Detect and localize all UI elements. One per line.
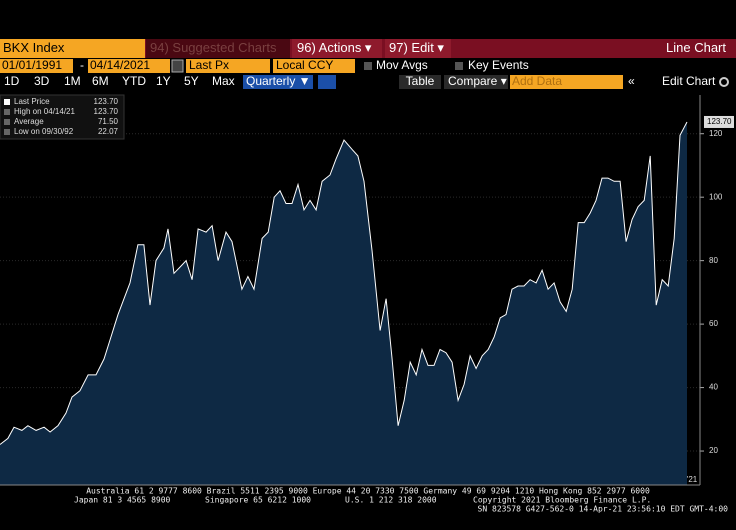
end-date-box[interactable] [88, 59, 170, 73]
suggested-button[interactable] [146, 39, 290, 58]
legend-swatch [4, 109, 10, 115]
legend-value: 123.70 [94, 107, 119, 116]
footer-line3: SN 823578 G427-562-0 14-Apr-21 23:56:10 … [478, 505, 729, 514]
chart-style-icon[interactable] [318, 75, 336, 89]
legend-label: Last Price [14, 97, 50, 106]
y-tick-label: 80 [709, 256, 718, 265]
compare[interactable]: Compare ▾ [448, 74, 507, 88]
table-button[interactable] [399, 75, 441, 89]
ticker[interactable]: BKX Index [3, 40, 65, 55]
currency[interactable]: Local CCY [276, 58, 333, 72]
period-button[interactable]: 1Y [156, 74, 171, 88]
x-tick-label: '21 [687, 475, 698, 484]
actions-button[interactable] [292, 39, 382, 58]
edit[interactable]: 97) Edit ▾ [389, 40, 444, 55]
start-date-box[interactable] [0, 59, 73, 73]
chart-kind: Line Chart [666, 40, 726, 55]
compare-button[interactable] [444, 75, 508, 89]
table[interactable]: Table [406, 74, 435, 88]
legend-swatch [4, 99, 10, 105]
period-buttons: 1D 3D 1M 6M YTD 1Y 5Y Max [4, 74, 235, 88]
plot: 20406080100120'93'94'95'96'97'98'99'00'0… [0, 95, 734, 486]
actions[interactable]: 96) Actions ▾ [297, 40, 372, 55]
legend-label: High on 04/14/21 [14, 107, 75, 116]
y-tick-label: 20 [709, 446, 718, 455]
last-price-tag [704, 115, 734, 128]
y-tick-label: 100 [709, 192, 723, 201]
field-box[interactable] [186, 59, 270, 73]
area [0, 122, 688, 485]
period-button[interactable]: YTD [122, 74, 146, 88]
suggested[interactable]: 94) Suggested Charts [150, 40, 277, 55]
footer-us: U.S. 1 212 318 2000 [345, 496, 437, 505]
footer-copyright: Copyright 2021 Bloomberg Finance L.P. [473, 496, 651, 505]
period-button[interactable]: 6M [92, 74, 109, 88]
legend: Last Price 123.70 High on 04/14/21 123.70 Av… [4, 97, 119, 136]
add-data-box[interactable] [510, 75, 623, 89]
top-blank [0, 0, 736, 38]
edit-chart[interactable]: Edit Chart [662, 74, 716, 88]
add-data[interactable]: Add Data [512, 74, 562, 88]
legend-value: 71.50 [98, 117, 119, 126]
mov-avgs-checkbox[interactable] [364, 62, 372, 70]
last-price-label: 123.70 [707, 117, 732, 126]
legend-label: Low on 09/30/92 [14, 127, 74, 136]
mov-avgs[interactable]: Mov Avgs [376, 58, 428, 72]
footer-line1: Australia 61 2 9777 8600 Brazil 5511 239… [86, 487, 650, 496]
period-button[interactable]: 3D [34, 74, 50, 88]
dash: - [80, 58, 84, 72]
frequency[interactable]: Quarterly ▼ [246, 74, 311, 88]
y-tick-label: 60 [709, 319, 718, 328]
legend-value: 123.70 [94, 97, 119, 106]
period-button[interactable]: 5Y [184, 74, 199, 88]
footer-japan: Japan 81 3 4565 8900 [74, 496, 171, 505]
currency-dropdown[interactable] [345, 59, 355, 73]
start-date[interactable]: 01/01/1991 [2, 58, 62, 72]
period-button[interactable]: Max [212, 74, 235, 88]
legend-swatch [4, 129, 10, 135]
legend-value: 22.07 [98, 127, 119, 136]
field[interactable]: Last Px [189, 58, 229, 72]
key-events[interactable]: Key Events [468, 58, 529, 72]
period-button[interactable]: 1M [64, 74, 81, 88]
y-tick-label: 120 [709, 129, 723, 138]
collapse[interactable]: « [628, 74, 635, 88]
legend-label: Average [14, 117, 44, 126]
currency-box[interactable] [273, 59, 345, 73]
frequency-box[interactable] [243, 75, 313, 89]
settings-icon[interactable] [719, 77, 729, 87]
footer-singapore: Singapore 65 6212 1000 [205, 496, 311, 505]
key-events-checkbox[interactable] [455, 62, 463, 70]
end-date[interactable]: 04/14/2021 [90, 58, 150, 72]
calendar-icon[interactable] [171, 59, 184, 73]
legend-swatch [4, 119, 10, 125]
period-button[interactable]: 1D [4, 74, 20, 88]
line [0, 121, 688, 445]
edit-button[interactable] [385, 39, 451, 58]
legend-box [0, 94, 125, 140]
ticker-box[interactable] [0, 39, 145, 58]
y-tick-label: 40 [709, 383, 718, 392]
